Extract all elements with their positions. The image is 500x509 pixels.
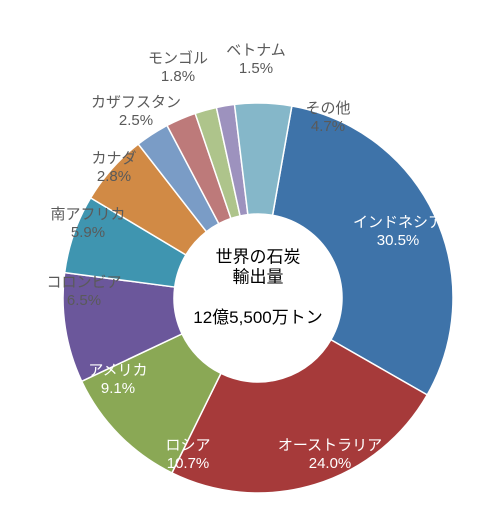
slice-label: オーストラリア24.0%: [278, 437, 382, 473]
slice-name: その他: [305, 100, 350, 118]
slice-label: モンゴル1.8%: [148, 50, 208, 86]
slice-label: ロシア10.7%: [165, 437, 210, 473]
slice-name: アメリカ: [88, 362, 147, 380]
slice-percent: 1.5%: [226, 60, 286, 78]
slice-percent: 5.9%: [50, 224, 125, 242]
slice-label: 南アフリカ5.9%: [50, 206, 125, 242]
center-title: 世界の石炭 輸出量: [216, 248, 301, 289]
slice-percent: 9.1%: [88, 380, 147, 398]
slice-label: その他4.7%: [305, 100, 350, 136]
slice-label: カザフスタン2.5%: [91, 94, 181, 130]
slice-label: ベトナム1.5%: [226, 42, 286, 78]
slice-name: ベトナム: [226, 42, 286, 60]
slice-name: ロシア: [165, 437, 210, 455]
slice-name: 南アフリカ: [50, 206, 125, 224]
slice-percent: 2.5%: [91, 112, 181, 130]
center-value: 12億5,500万トン: [193, 308, 322, 328]
slice-label: カナダ2.8%: [91, 150, 136, 186]
slice-label: コロンビア6.5%: [46, 274, 121, 310]
slice-name: モンゴル: [148, 50, 208, 68]
slice-percent: 30.5%: [353, 232, 443, 250]
slice-name: インドネシア: [353, 214, 443, 232]
pie-chart-container: インドネシア30.5% オーストラリア24.0% ロシア10.7% アメリカ9.1% コ…: [0, 0, 500, 509]
slice-percent: 24.0%: [278, 455, 382, 473]
slice-percent: 4.7%: [305, 118, 350, 136]
slice-percent: 10.7%: [165, 455, 210, 473]
slice-label: インドネシア30.5%: [353, 214, 443, 250]
slice-percent: 1.8%: [148, 68, 208, 86]
slice-name: オーストラリア: [278, 437, 382, 455]
slice-name: カナダ: [91, 150, 136, 168]
slice-percent: 6.5%: [46, 292, 121, 310]
slice-name: カザフスタン: [91, 94, 181, 112]
slice-label: アメリカ9.1%: [88, 362, 147, 398]
slice-percent: 2.8%: [91, 168, 136, 186]
slice-name: コロンビア: [46, 274, 121, 292]
